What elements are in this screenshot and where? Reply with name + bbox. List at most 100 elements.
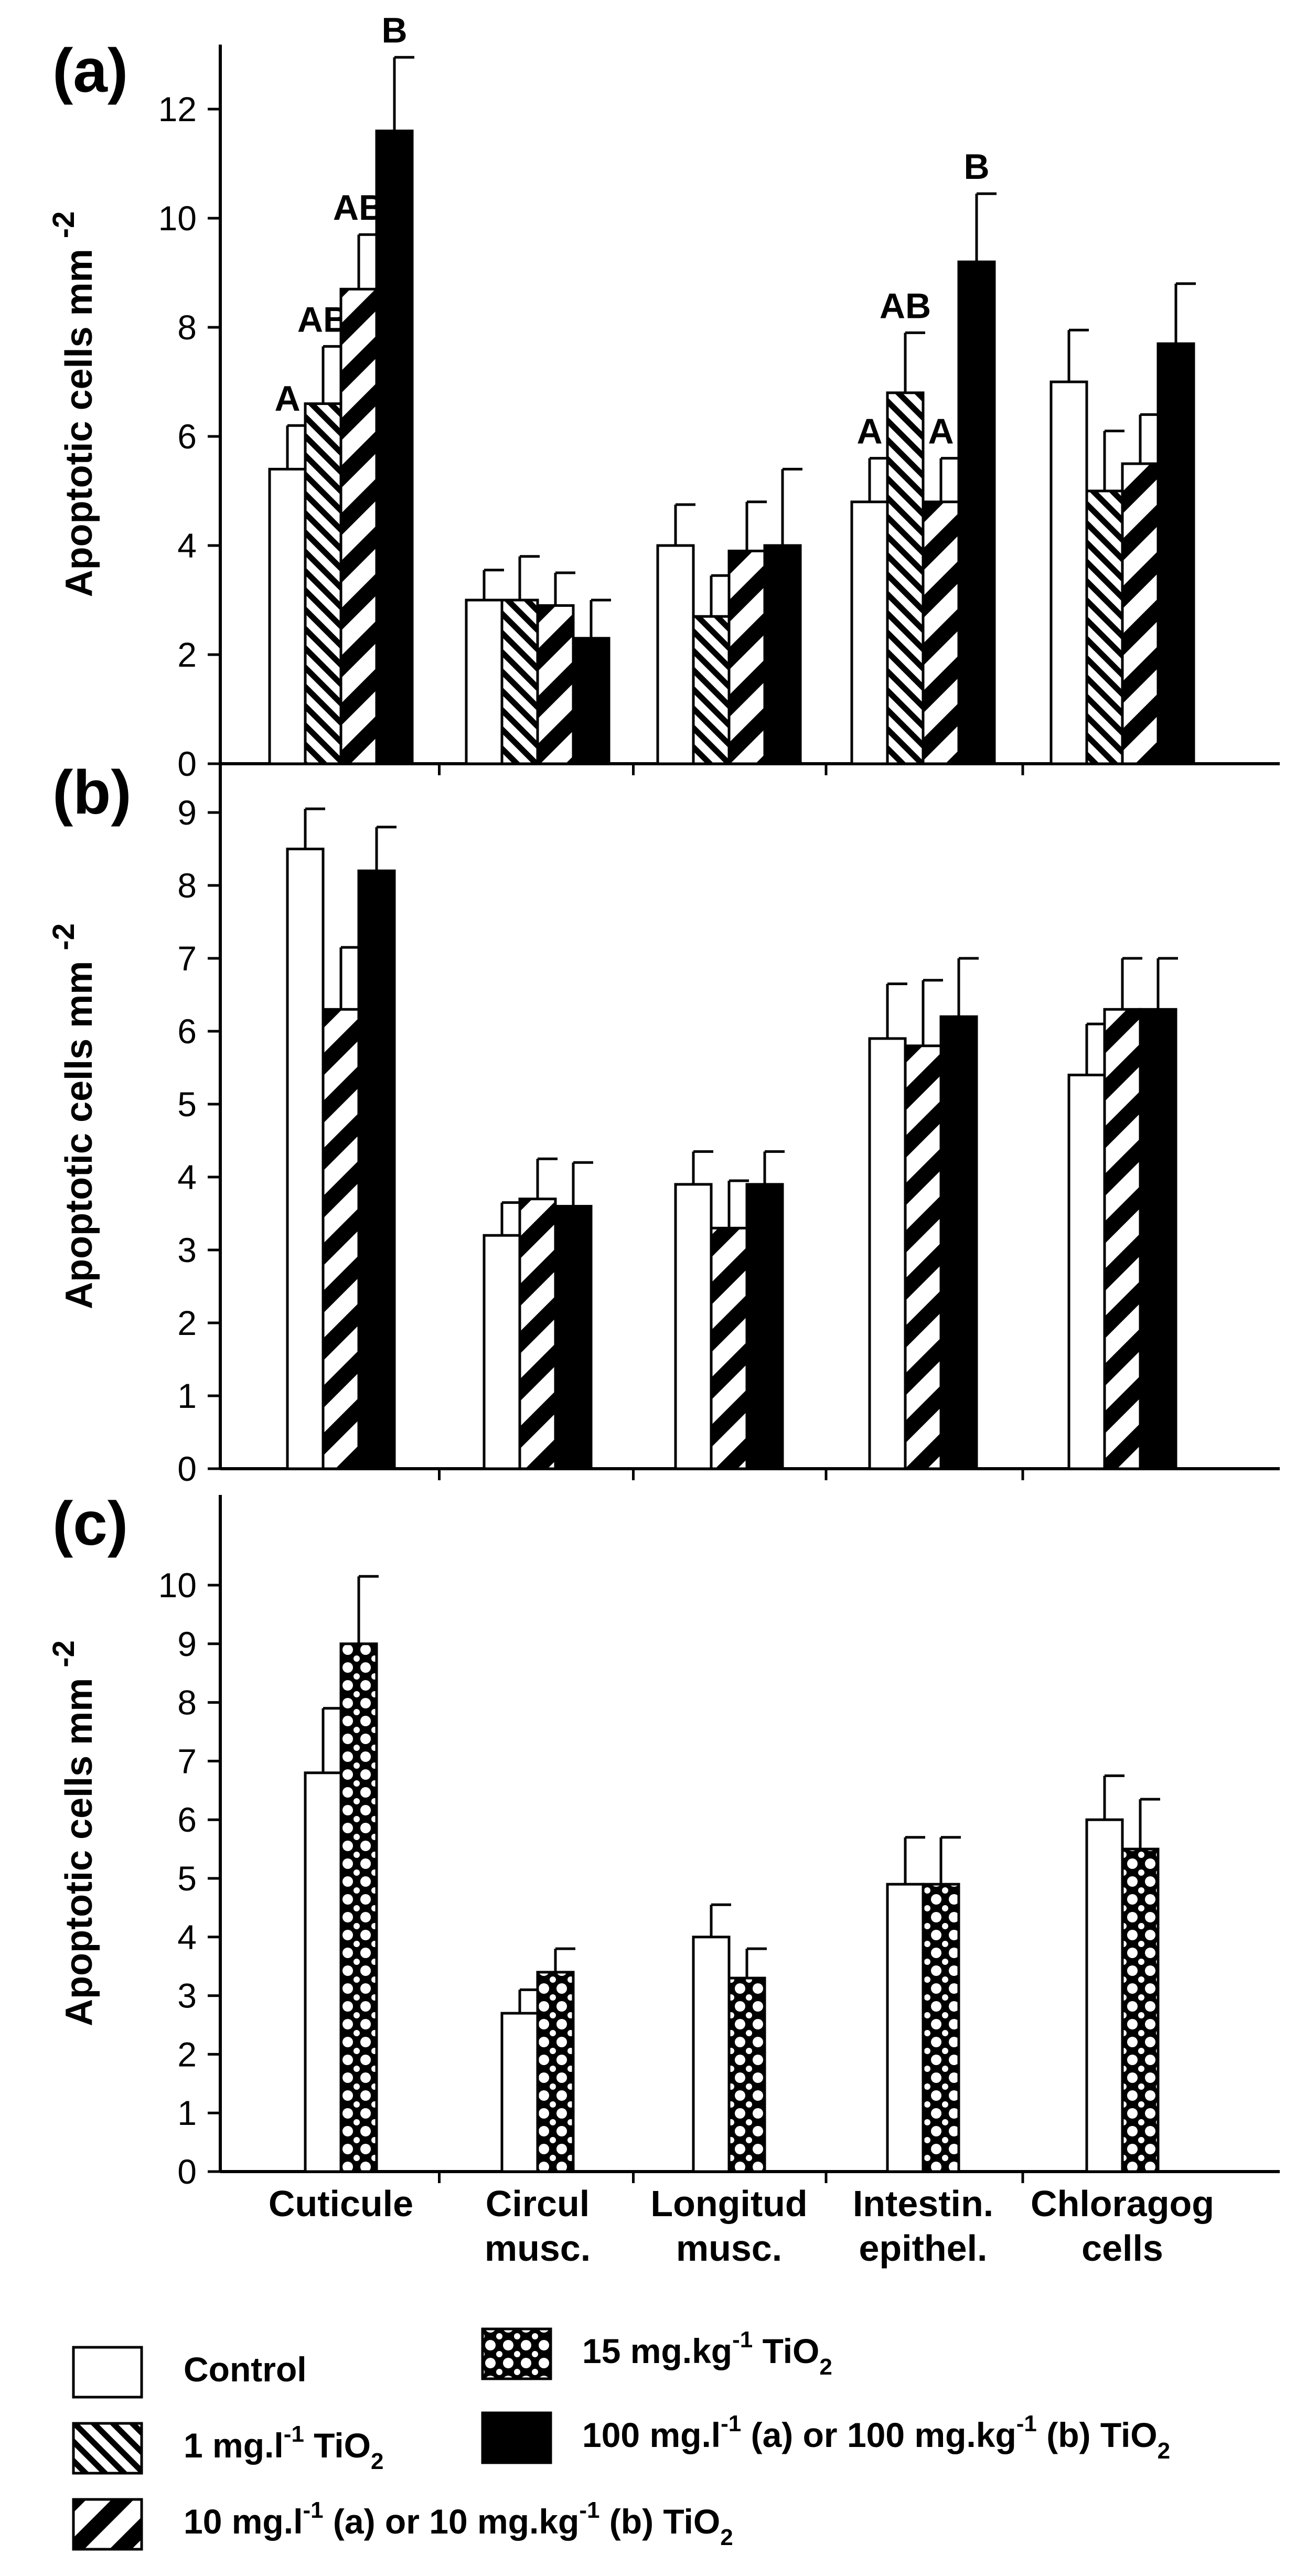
bar [727,549,766,765]
y-tick-label: 3 [177,1231,197,1269]
bar [850,500,889,765]
bar [1067,1073,1106,1470]
y-axis-label: Apoptotic cells mm -2 [47,211,100,597]
x-category-label: Cuticule [269,2183,413,2224]
bar [1103,1008,1142,1470]
legend-item-c10: 10 mg.l-1 (a) or 10 mg.kg-1 (b) TiO2 [72,2497,733,2551]
legend-label-part: 2 [819,2354,832,2380]
panel-b: 0 1 2 3 4 5 6 7 8 9 (b) Apoptotic cells mm -2 [47,758,1280,1488]
bar [957,260,996,765]
y-tick-label: 3 [177,1976,197,2015]
y-tick-label: 4 [177,1918,197,1957]
y-tick-label: 9 [177,1624,197,1663]
y-tick-label: 0 [177,1449,197,1488]
bar [727,1976,766,2173]
bar [483,1234,521,1470]
legend-label-part: 10 mg.l [184,2502,303,2541]
legend-label: 100 mg.l-1 (a) or 100 mg.kg-1 (b) TiO2 [582,2411,1170,2464]
x-category-label: Chloragog [1031,2183,1214,2224]
legend-label-part: (a) or 100 mg.kg [741,2415,1016,2454]
y-tick-label: 5 [177,1859,197,1898]
significance-label: A [928,412,954,452]
y-tick-label: 0 [177,744,197,783]
bar [268,467,307,765]
legend-label-part: -1 [303,2497,323,2523]
y-tick-label: 1 [177,2093,197,2132]
bar [339,287,378,765]
legend-swatch [481,2327,552,2380]
bar [322,1008,360,1470]
legend-item-c100: 100 mg.l-1 (a) or 100 mg.kg-1 (b) TiO2 [481,2411,1170,2464]
bar [1156,342,1195,765]
bar [745,1183,784,1470]
bar [1085,1818,1124,2173]
y-axis-label: Apoptotic cells mm -2 [47,923,100,1309]
y-axis-label-superscript: -2 [47,211,81,239]
y-tick-label: 9 [177,793,197,832]
bar [518,1198,557,1470]
y-tick-label: 2 [177,2035,197,2073]
y-tick-label: 2 [177,635,197,674]
legend-label-part: -1 [1016,2411,1037,2436]
legend-label-part: 2 [1158,2438,1170,2464]
y-tick-label: 6 [177,1012,197,1051]
y-tick-label: 0 [177,2152,197,2191]
y-tick-label: 10 [158,199,197,238]
legend-item-c15: 15 mg.kg-1 TiO2 [481,2327,832,2380]
significance-label: B [963,147,989,187]
bar [939,1015,978,1470]
legend-swatch [481,2411,552,2464]
legend-label-part: TiO [304,2426,371,2465]
bar [710,1226,748,1470]
legend-label-part: 2 [371,2449,383,2474]
bar [536,1971,575,2173]
legend-swatch [72,2498,143,2551]
legend-label-part: (b) TiO [599,2502,720,2541]
bar [886,1883,925,2173]
legend-swatch [72,2422,143,2475]
bar [656,544,695,765]
y-tick-label: 12 [158,90,197,129]
x-category-label: Longitud [650,2183,807,2224]
y-tick-label: 7 [177,1741,197,1780]
y-tick-label: 2 [177,1303,197,1342]
y-tick-label: 4 [177,526,197,565]
legend-label: 10 mg.l-1 (a) or 10 mg.kg-1 (b) TiO2 [184,2497,733,2550]
x-category-label: Intestin. [853,2183,993,2224]
category-labels: Cuticule Circulmusc.Longitudmusc.Intestin… [269,2183,1214,2269]
bar [357,869,396,1470]
bar [304,1771,342,2173]
legend-label-part: (a) or 10 mg.kg [324,2502,580,2541]
y-tick-label: 4 [177,1158,197,1196]
bar [904,1044,942,1470]
y-tick-label: 6 [177,417,197,456]
panel-label: (a) [52,36,128,105]
legend-label-part: -1 [732,2327,753,2353]
legend-label-part: Control [184,2350,307,2389]
legend-label-part: 15 mg.kg [582,2332,732,2370]
legend-label-part: 2 [720,2525,733,2550]
legend-label-part: (b) TiO [1037,2415,1158,2454]
x-category-label-line2: cells [1081,2228,1163,2269]
bar [886,391,925,765]
legend-label-part: -1 [579,2497,599,2523]
significance-label: A [274,379,300,419]
y-axis-label: Apoptotic cells mm -2 [47,1640,100,2026]
y-axis-label-superscript: -2 [47,923,81,950]
bar [1085,489,1124,765]
bar [692,615,731,765]
bar [339,1642,378,2173]
legend-label-part: -1 [721,2411,741,2436]
significance-label: B [381,10,407,50]
bar [536,604,575,765]
panel-label: (b) [52,758,132,827]
panel-label: (c) [52,1489,128,1558]
significance-label: A [856,412,882,452]
bar [1049,380,1088,765]
legend-label: 1 mg.l-1 TiO2 [184,2421,383,2474]
bar [465,598,504,765]
bar [1121,462,1160,765]
